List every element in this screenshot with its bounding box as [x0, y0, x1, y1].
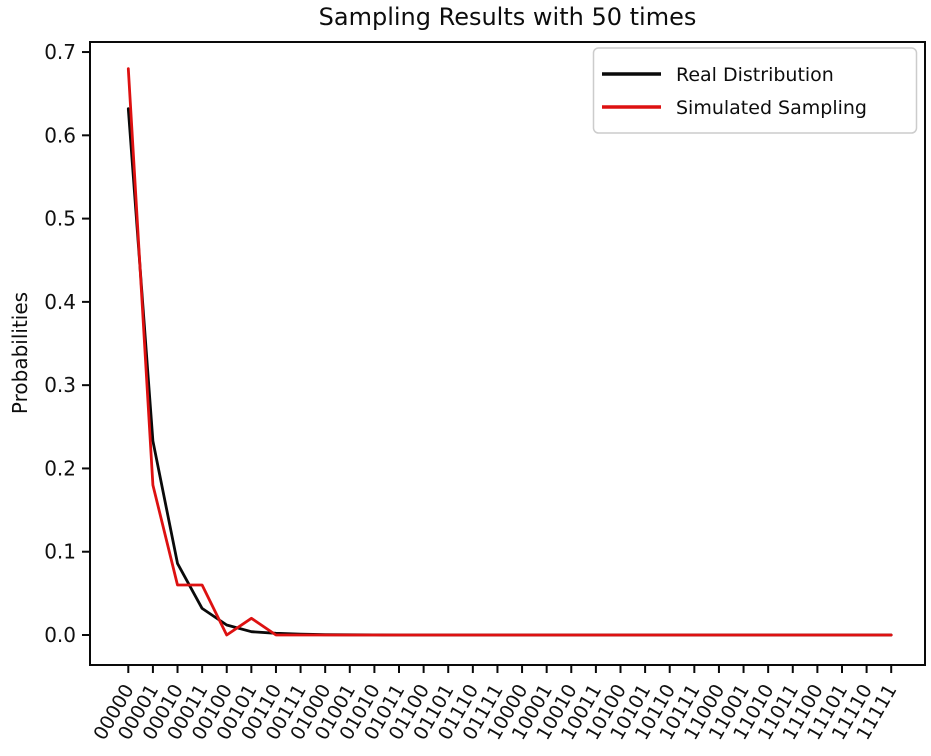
- series-line-simulated-sampling: [126, 67, 893, 637]
- y-tick-label: 0.0: [44, 623, 76, 647]
- y-tick-label: 0.4: [44, 290, 76, 314]
- y-tick-label: 0.1: [44, 540, 76, 564]
- y-tick-label: 0.6: [44, 123, 76, 147]
- legend-label-simulated-sampling: Simulated Sampling: [676, 97, 867, 119]
- chart-title: Sampling Results with 50 times: [318, 3, 697, 31]
- y-tick-label: 0.2: [44, 456, 76, 480]
- legend-box: [592, 47, 918, 134]
- plot-border: [89, 41, 926, 666]
- y-tick-label: 0.3: [44, 373, 76, 397]
- y-tick-label: 0.5: [44, 207, 76, 231]
- legend-label-real-distribution: Real Distribution: [676, 64, 834, 86]
- y-tick-label: 0.7: [44, 40, 76, 64]
- series-line-real-distribution: [126, 107, 893, 637]
